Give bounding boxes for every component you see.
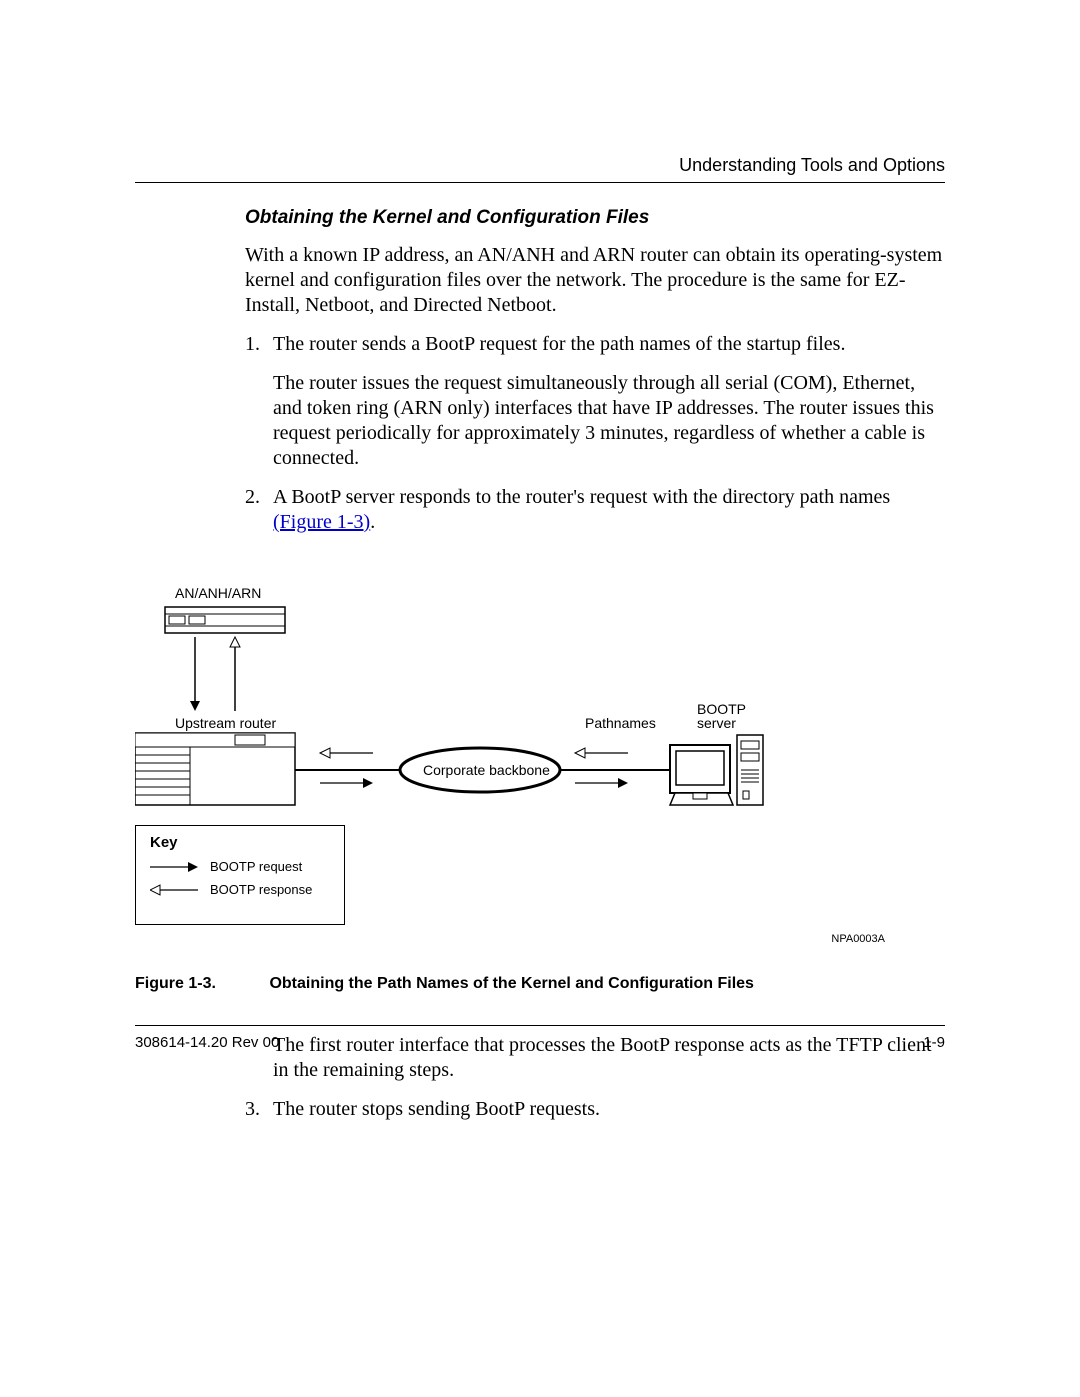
legend-label: BOOTP response xyxy=(210,882,312,897)
bottom-rule xyxy=(135,1025,945,1026)
figure-link[interactable]: (Figure 1-3) xyxy=(273,511,370,533)
legend-box: Key BOOTP request BOOTP response xyxy=(135,825,345,925)
section-title: Obtaining the Kernel and Configuration F… xyxy=(245,207,945,229)
legend-title: Key xyxy=(136,826,344,855)
diagram-code: NPA0003A xyxy=(831,933,885,945)
upstream-router-icon xyxy=(135,733,295,805)
label-pathnames: Pathnames xyxy=(585,715,656,731)
figure-caption: Figure 1-3. Obtaining the Path Names of … xyxy=(135,975,945,993)
arrow-down-icon xyxy=(190,637,200,711)
figure-caption-text: Obtaining the Path Names of the Kernel a… xyxy=(269,975,753,992)
list-text-pre: A BootP server responds to the router's … xyxy=(273,486,890,508)
page: Understanding Tools and Options Obtainin… xyxy=(135,155,945,1136)
server-tower-icon xyxy=(737,735,763,805)
footer-row: 308614-14.20 Rev 00 1-9 xyxy=(135,1034,945,1051)
legend-row-request: BOOTP request xyxy=(136,855,344,878)
arrow-left-open-icon xyxy=(320,748,373,758)
list-body: A BootP server responds to the router's … xyxy=(273,485,945,535)
legend-row-response: BOOTP response xyxy=(136,878,344,901)
figure-diagram: AN/ANH/ARN Upstream router Corporate bac… xyxy=(135,575,945,945)
footer-right: 1-9 xyxy=(923,1034,945,1051)
footer-left: 308614-14.20 Rev 00 xyxy=(135,1034,279,1051)
arrow-left-open-icon xyxy=(150,884,200,896)
arrow-right-icon xyxy=(320,778,373,788)
arrow-right-icon xyxy=(150,861,200,873)
arrow-right-icon xyxy=(575,778,628,788)
label-bootp2: server xyxy=(697,715,736,731)
top-rule xyxy=(135,182,945,183)
list-body: The router sends a BootP request for the… xyxy=(273,332,945,357)
list-body: The router stops sending BootP requests. xyxy=(273,1097,945,1122)
arrow-left-open-icon xyxy=(575,748,628,758)
page-footer: 308614-14.20 Rev 00 1-9 xyxy=(135,1025,945,1051)
figure-caption-label: Figure 1-3. xyxy=(135,975,265,993)
label-router-top: AN/ANH/ARN xyxy=(175,585,261,601)
list-item-1-detail: The router issues the request simultaneo… xyxy=(273,371,945,471)
list-item-2: 2. A BootP server responds to the router… xyxy=(245,485,945,535)
legend-label: BOOTP request xyxy=(210,859,302,874)
list-number: 3. xyxy=(245,1097,273,1122)
list-text-post: . xyxy=(370,511,375,533)
list-number: 1. xyxy=(245,332,273,357)
list-number: 2. xyxy=(245,485,273,535)
monitor-icon xyxy=(670,745,733,805)
router-top-icon xyxy=(165,607,285,633)
intro-paragraph: With a known IP address, an AN/ANH and A… xyxy=(245,243,945,318)
main-content: Obtaining the Kernel and Configuration F… xyxy=(245,207,945,535)
arrow-up-open-icon xyxy=(230,637,240,711)
header-title: Understanding Tools and Options xyxy=(135,155,945,176)
label-backbone: Corporate backbone xyxy=(423,762,550,778)
list-item-1: 1. The router sends a BootP request for … xyxy=(245,332,945,357)
label-upstream: Upstream router xyxy=(175,715,276,731)
list-item-3: 3. The router stops sending BootP reques… xyxy=(245,1097,945,1122)
